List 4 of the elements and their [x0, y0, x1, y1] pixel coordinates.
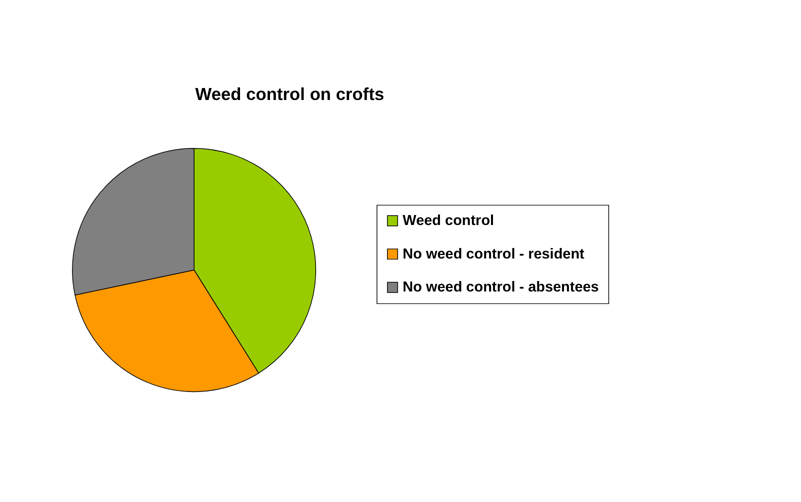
legend-label: No weed control - absentees	[402, 280, 599, 296]
chart-title: Weed control on crofts	[195, 84, 384, 104]
legend-label: Weed control	[402, 213, 494, 230]
legend-label: No weed control - resident	[402, 246, 585, 262]
